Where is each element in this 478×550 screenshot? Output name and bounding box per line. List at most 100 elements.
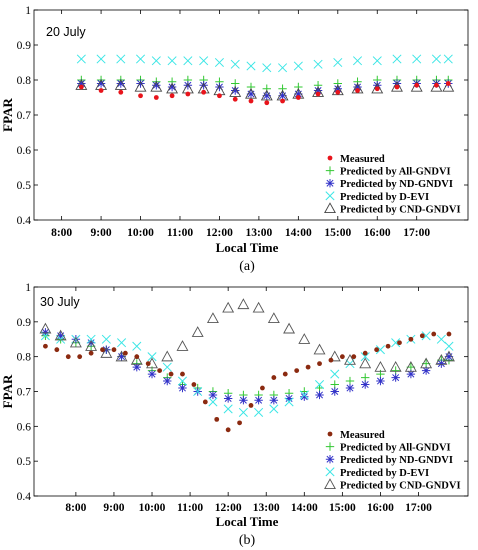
data-point bbox=[237, 420, 242, 426]
data-point bbox=[345, 383, 355, 393]
data-point bbox=[248, 98, 254, 104]
data-point bbox=[294, 368, 300, 373]
data-point bbox=[278, 91, 287, 100]
y-tick-label: 1 bbox=[25, 5, 31, 17]
x-tick-label: 16:00 bbox=[367, 502, 394, 514]
legend-label: Predicted by D-EVI bbox=[340, 192, 429, 203]
legend-marker bbox=[325, 467, 335, 477]
data-point bbox=[419, 333, 425, 339]
data-point bbox=[375, 345, 385, 355]
data-point bbox=[414, 82, 420, 88]
data-point bbox=[284, 397, 294, 407]
data-point bbox=[238, 407, 248, 417]
data-point bbox=[299, 390, 309, 400]
plot-frame bbox=[33, 286, 469, 497]
data-point bbox=[330, 369, 340, 379]
data-point bbox=[352, 56, 363, 66]
data-point bbox=[116, 54, 126, 64]
data-point bbox=[374, 86, 380, 92]
data-point bbox=[169, 93, 175, 99]
data-point bbox=[43, 343, 48, 349]
data-point bbox=[283, 322, 296, 334]
data-point bbox=[78, 84, 84, 90]
data-point bbox=[208, 397, 218, 407]
x-tick-label: 8:00 bbox=[65, 502, 86, 514]
y-tick-label: 0.5 bbox=[17, 180, 32, 192]
data-point bbox=[446, 331, 452, 337]
legend-marker bbox=[325, 166, 335, 175]
legend-label: Measured bbox=[340, 154, 385, 165]
data-point bbox=[130, 354, 143, 365]
x-tick-label: 8:00 bbox=[51, 227, 72, 239]
data-point bbox=[115, 350, 128, 362]
y-tick-label: 0.9 bbox=[17, 317, 32, 329]
data-point bbox=[225, 427, 231, 433]
data-point bbox=[86, 334, 96, 344]
data-point bbox=[96, 79, 106, 88]
data-point bbox=[391, 338, 401, 348]
y-tick-label: 0.4 bbox=[17, 215, 32, 227]
series-dot bbox=[43, 331, 452, 433]
data-point bbox=[132, 362, 141, 372]
data-point bbox=[122, 350, 128, 356]
data-point bbox=[214, 57, 224, 68]
y-tick-label: 0.6 bbox=[17, 145, 32, 157]
data-point bbox=[267, 312, 280, 323]
series-triangle bbox=[39, 298, 455, 372]
data-point bbox=[147, 369, 157, 379]
data-point bbox=[102, 345, 111, 354]
data-point bbox=[294, 89, 303, 99]
data-point bbox=[85, 340, 98, 351]
x-tick-label: 15:00 bbox=[329, 502, 356, 514]
data-point bbox=[328, 357, 334, 363]
data-point bbox=[389, 360, 402, 372]
data-point bbox=[436, 334, 446, 344]
x-tick-label: 13:00 bbox=[245, 227, 272, 239]
data-point bbox=[193, 386, 203, 397]
data-point bbox=[117, 338, 127, 348]
data-point bbox=[41, 328, 50, 337]
data-point bbox=[406, 369, 416, 379]
data-point bbox=[305, 364, 311, 370]
data-point bbox=[246, 61, 256, 71]
data-point bbox=[284, 394, 294, 403]
legend-label: Predicted by CND-GNDVI bbox=[340, 480, 461, 491]
x-tick-label: 13:00 bbox=[253, 502, 280, 514]
data-point bbox=[313, 86, 323, 95]
data-point bbox=[362, 350, 368, 356]
data-point bbox=[117, 352, 126, 361]
data-point bbox=[431, 54, 441, 64]
data-point bbox=[111, 347, 117, 353]
data-point bbox=[202, 399, 208, 405]
data-point bbox=[371, 82, 384, 94]
data-point bbox=[376, 376, 385, 386]
data-point bbox=[392, 79, 402, 88]
data-point bbox=[65, 354, 71, 360]
data-point bbox=[351, 82, 364, 94]
data-point bbox=[134, 80, 147, 92]
data-point bbox=[252, 301, 265, 313]
data-point bbox=[222, 301, 235, 313]
legend-marker bbox=[327, 155, 333, 161]
data-point bbox=[391, 80, 403, 92]
y-tick-label: 0.6 bbox=[17, 421, 32, 433]
date-annotation: 20 July bbox=[46, 25, 86, 39]
data-point bbox=[300, 392, 309, 401]
data-point bbox=[410, 80, 423, 92]
series-dot bbox=[78, 81, 451, 106]
data-point bbox=[335, 89, 341, 95]
data-point bbox=[391, 373, 400, 382]
data-point bbox=[183, 81, 193, 90]
data-point bbox=[385, 343, 391, 349]
x-axis-label: Local Time bbox=[216, 514, 279, 529]
data-point bbox=[374, 360, 387, 372]
data-point bbox=[145, 361, 151, 367]
data-point bbox=[404, 360, 417, 372]
x-tick-label: 12:00 bbox=[206, 227, 233, 239]
data-point bbox=[443, 350, 455, 362]
data-point bbox=[166, 82, 179, 94]
data-point bbox=[254, 396, 263, 405]
data-point bbox=[430, 80, 443, 92]
data-point bbox=[114, 79, 127, 90]
